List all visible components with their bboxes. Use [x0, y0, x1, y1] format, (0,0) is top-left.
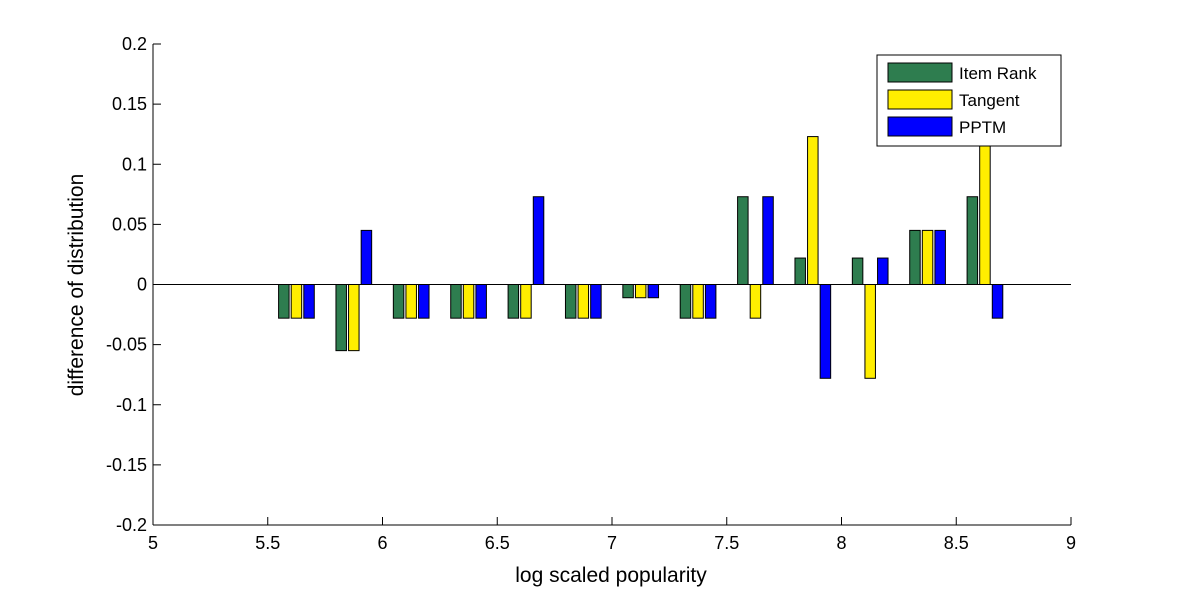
bar-pptm-3 — [475, 284, 487, 319]
x-tick-label: 8.5 — [944, 533, 969, 553]
bar-pptm-8 — [762, 196, 774, 285]
x-tick-label: 6.5 — [485, 533, 510, 553]
bar-pptm-2 — [418, 284, 430, 319]
bar-pptm-12 — [991, 284, 1004, 319]
y-axis-label: difference of distribution — [65, 174, 88, 397]
bar-tangent-4 — [520, 284, 532, 319]
x-tick-label: 8 — [836, 533, 846, 553]
bar-tangent-2 — [405, 284, 417, 319]
legend-swatch-tangent — [887, 89, 953, 110]
bar-tangent-9 — [807, 136, 819, 285]
y-tick-label: -0.05 — [106, 335, 147, 355]
bar-item-rank-7 — [679, 284, 692, 319]
bar-tangent-5 — [577, 284, 590, 319]
bar-item-rank-8 — [737, 196, 749, 285]
bar-pptm-6 — [647, 284, 660, 299]
y-tick-label: -0.1 — [116, 395, 147, 415]
legend-label-tangent: Tangent — [959, 91, 1020, 110]
bar-item-rank-4 — [507, 284, 520, 319]
bar-item-rank-6 — [622, 284, 634, 299]
x-tick-label: 9 — [1066, 533, 1076, 553]
legend: Item Rank Tangent PPTM — [876, 54, 1062, 147]
legend-label-item-rank: Item Rank — [959, 64, 1037, 83]
y-tick-label: 0.15 — [112, 94, 147, 114]
y-tick-label: 0.05 — [112, 214, 147, 234]
bar-item-rank-2 — [392, 284, 405, 319]
bar-item-rank-11 — [909, 229, 921, 285]
x-tick-label: 5.5 — [255, 533, 280, 553]
bar-item-rank-9 — [794, 257, 806, 285]
legend-swatch-item-rank — [887, 62, 953, 83]
bar-item-rank-1 — [335, 284, 347, 352]
bar-item-rank-12 — [966, 196, 979, 285]
bar-item-rank-3 — [450, 284, 462, 319]
bar-tangent-10 — [864, 284, 876, 379]
bar-item-rank-10 — [851, 257, 864, 285]
bar-pptm-0 — [303, 284, 315, 319]
bar-pptm-7 — [704, 284, 717, 319]
y-tick-label: 0 — [137, 275, 147, 295]
y-tick-label: 0.2 — [122, 34, 147, 54]
x-tick-label: 7 — [607, 533, 617, 553]
bar-pptm-5 — [590, 284, 602, 319]
bar-pptm-9 — [819, 284, 832, 379]
bar-tangent-0 — [290, 284, 303, 319]
x-tick-label: 6 — [377, 533, 387, 553]
bar-pptm-11 — [934, 229, 946, 285]
bar-pptm-4 — [532, 196, 545, 285]
bar-item-rank-0 — [278, 284, 290, 319]
x-axis-label: log scaled popularity — [515, 564, 707, 587]
bar-tangent-6 — [634, 284, 647, 299]
legend-label-pptm: PPTM — [959, 118, 1006, 137]
x-tick-label: 7.5 — [714, 533, 739, 553]
bar-pptm-10 — [877, 257, 889, 285]
axes-layer: 5 5.5 6 6.5 7 7.5 8 8.5 9 -0.2 -0.15 -0.1 -0.05 0 0.05… — [106, 34, 1076, 553]
y-tick-label: 0.1 — [122, 154, 147, 174]
legend-swatch-pptm — [887, 116, 953, 137]
bar-tangent-3 — [462, 284, 475, 319]
bar-tangent-11 — [921, 229, 934, 285]
bar-tangent-12 — [979, 136, 991, 285]
bar-pptm-1 — [360, 229, 373, 285]
x-tick-label: 5 — [148, 533, 158, 553]
bar-tangent-7 — [692, 284, 704, 319]
bar-tangent-8 — [749, 284, 762, 319]
y-tick-label: -0.15 — [106, 455, 147, 475]
bar-item-rank-5 — [564, 284, 577, 319]
y-tick-label: -0.2 — [116, 515, 147, 535]
bar-tangent-1 — [348, 284, 360, 352]
